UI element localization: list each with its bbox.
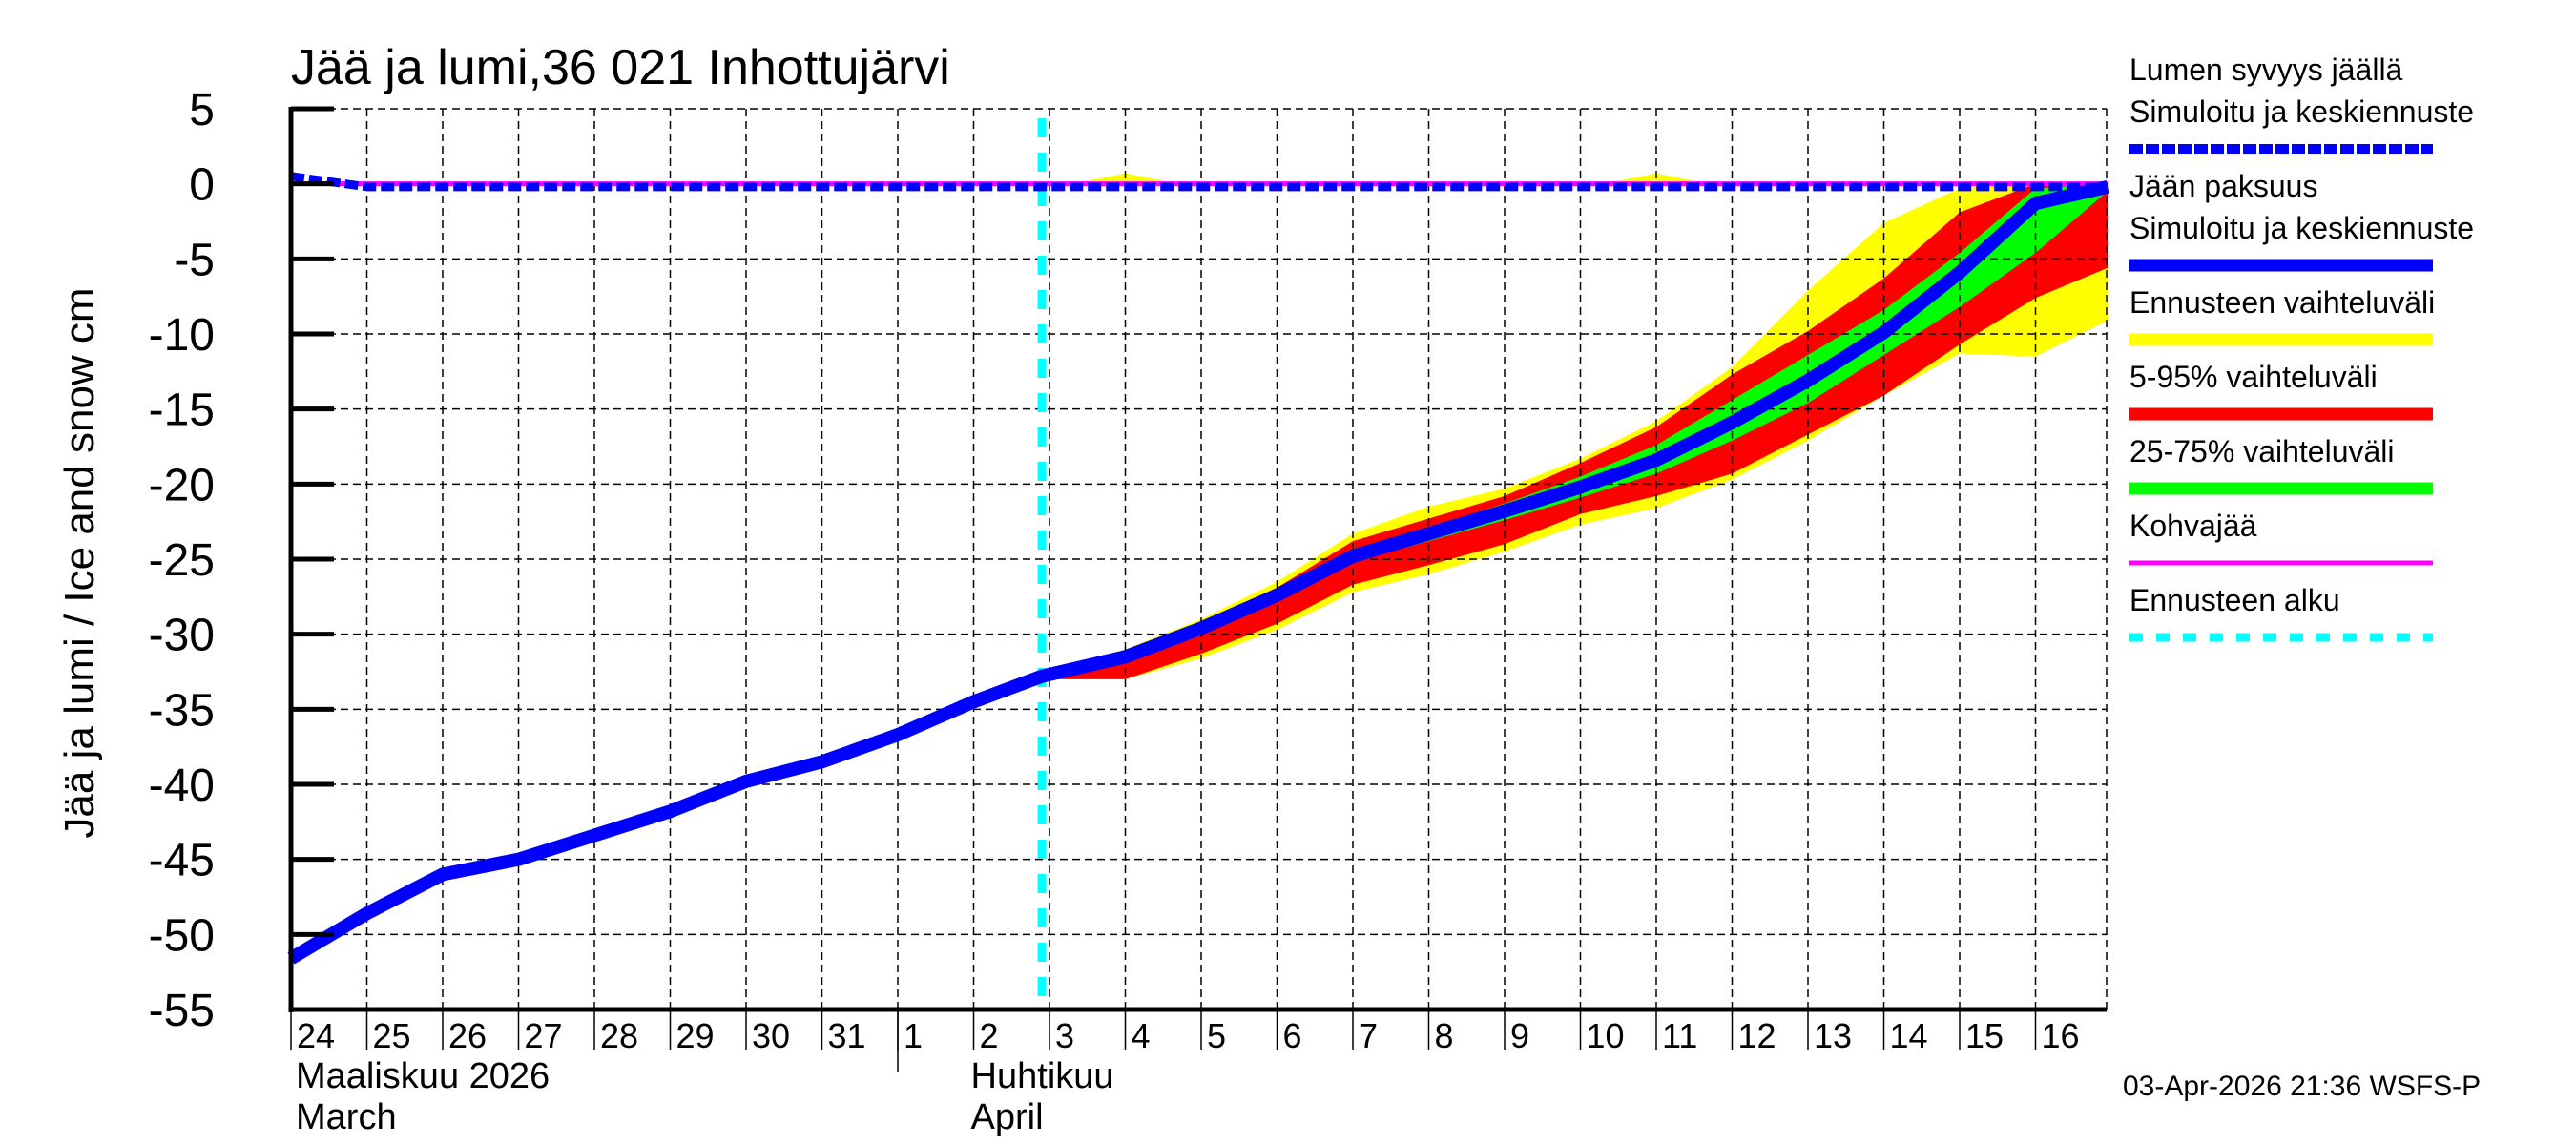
y-tick-label: -15 bbox=[149, 385, 215, 436]
y-tick-label: 0 bbox=[189, 160, 215, 211]
x-tick-label: 16 bbox=[2042, 1016, 2080, 1055]
x-tick-label: 5 bbox=[1207, 1016, 1226, 1055]
x-tick-label: 11 bbox=[1662, 1016, 1697, 1055]
legend-label: 5-95% vaihteluväli bbox=[2129, 360, 2378, 394]
x-tick-label: 25 bbox=[373, 1016, 411, 1055]
x-tick-label: 15 bbox=[1965, 1016, 2004, 1055]
x-tick-label: 31 bbox=[828, 1016, 866, 1055]
grid-lines bbox=[291, 108, 2108, 1010]
x-tick-label: 9 bbox=[1510, 1016, 1529, 1055]
x-tick-label: 14 bbox=[1890, 1016, 1928, 1055]
x-tick-label: 24 bbox=[297, 1016, 335, 1055]
y-tick-label: -5 bbox=[174, 235, 215, 285]
data-lines bbox=[287, 118, 2109, 1010]
y-tick-labels: 5 0 -5 -10 -15 -20 -25 -30 -35 -40 -45 -50 -55 bbox=[149, 85, 215, 1036]
month-label-en: March bbox=[296, 1097, 397, 1137]
y-axis-label: Jää ja lumi / Ice and snow cm bbox=[56, 287, 103, 838]
y-tick-label: -35 bbox=[149, 685, 215, 736]
x-tick-label: 13 bbox=[1814, 1016, 1852, 1055]
x-tick-label: 8 bbox=[1435, 1016, 1454, 1055]
x-tick-label: 27 bbox=[525, 1016, 563, 1055]
y-tick-label: -30 bbox=[149, 611, 215, 661]
x-tick-label: 4 bbox=[1132, 1016, 1151, 1055]
legend-label: Kohvajää bbox=[2129, 509, 2257, 543]
legend-label: 25-75% vaihteluväli bbox=[2129, 434, 2395, 468]
x-tick-label: 6 bbox=[1283, 1016, 1302, 1055]
month-label: Huhtikuu bbox=[971, 1056, 1114, 1096]
band-ennusteen-vaihteluv-li bbox=[1042, 183, 2109, 679]
month-label-en: April bbox=[971, 1097, 1044, 1137]
y-tick-label: -45 bbox=[149, 836, 215, 886]
axes bbox=[288, 106, 2107, 1072]
y-tick-label: -50 bbox=[149, 910, 215, 961]
series-j-n-paksuus-simuloitu-ja-keskiennuste bbox=[287, 179, 2109, 965]
month-label: Maaliskuu 2026 bbox=[296, 1056, 550, 1096]
x-tick-label: 12 bbox=[1738, 1016, 1776, 1055]
y-tick-label: -40 bbox=[149, 760, 215, 811]
x-tick-label: 3 bbox=[1055, 1016, 1074, 1055]
timestamp: 03-Apr-2026 21:36 WSFS-P bbox=[2123, 1071, 2481, 1102]
series-lumen-syvyys-j-ll-simuloitu-ja-keskiennuste bbox=[290, 172, 2109, 192]
x-tick-label: 29 bbox=[676, 1016, 715, 1055]
y-tick-label: -10 bbox=[149, 310, 215, 361]
y-tick-label: 5 bbox=[189, 85, 215, 135]
chart-title: Jää ja lumi,36 021 Inhottujärvi bbox=[291, 40, 950, 95]
legend: Lumen syvyys jäällä Simuloitu ja keskienn… bbox=[2129, 52, 2474, 642]
y-tick-label: -25 bbox=[149, 535, 215, 586]
x-tick-label: 7 bbox=[1359, 1016, 1378, 1055]
x-tick-label: 2 bbox=[980, 1016, 999, 1055]
legend-label: Jään paksuus bbox=[2129, 169, 2317, 203]
x-tick-label: 26 bbox=[448, 1016, 487, 1055]
x-tick-label: 30 bbox=[752, 1016, 790, 1055]
legend-sublabel: Simuloitu ja keskiennuste bbox=[2129, 94, 2474, 129]
y-tick-label: -55 bbox=[149, 986, 215, 1036]
legend-sublabel: Simuloitu ja keskiennuste bbox=[2129, 211, 2474, 245]
legend-label: Lumen syvyys jäällä bbox=[2129, 52, 2403, 87]
x-tick-label: 1 bbox=[904, 1016, 923, 1055]
legend-label: Ennusteen alku bbox=[2129, 583, 2340, 617]
x-tick-label: 28 bbox=[600, 1016, 638, 1055]
x-tick-label: 10 bbox=[1587, 1016, 1625, 1055]
x-tick-labels: 24 25 26 27 28 29 30 31 1 2 3 4 5 6 7 8 9 10 11 12 13 14 15 16M… bbox=[296, 1016, 2080, 1137]
y-tick-label: -20 bbox=[149, 460, 215, 510]
legend-label: Ennusteen vaihteluväli bbox=[2129, 285, 2435, 320]
